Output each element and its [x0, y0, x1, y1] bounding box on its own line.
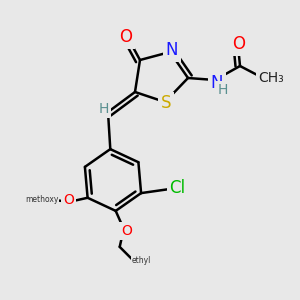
Text: O: O [119, 28, 133, 46]
Text: CH₃: CH₃ [258, 71, 284, 85]
Text: H: H [218, 83, 228, 97]
Text: ethyl: ethyl [132, 256, 152, 266]
Text: O: O [63, 193, 74, 207]
Text: S: S [161, 94, 171, 112]
Text: methoxy: methoxy [25, 195, 58, 204]
Text: H: H [99, 102, 109, 116]
Text: O: O [232, 35, 245, 53]
Text: Cl: Cl [169, 179, 185, 197]
Text: N: N [211, 74, 223, 92]
Text: O: O [121, 224, 132, 238]
Text: N: N [166, 41, 178, 59]
